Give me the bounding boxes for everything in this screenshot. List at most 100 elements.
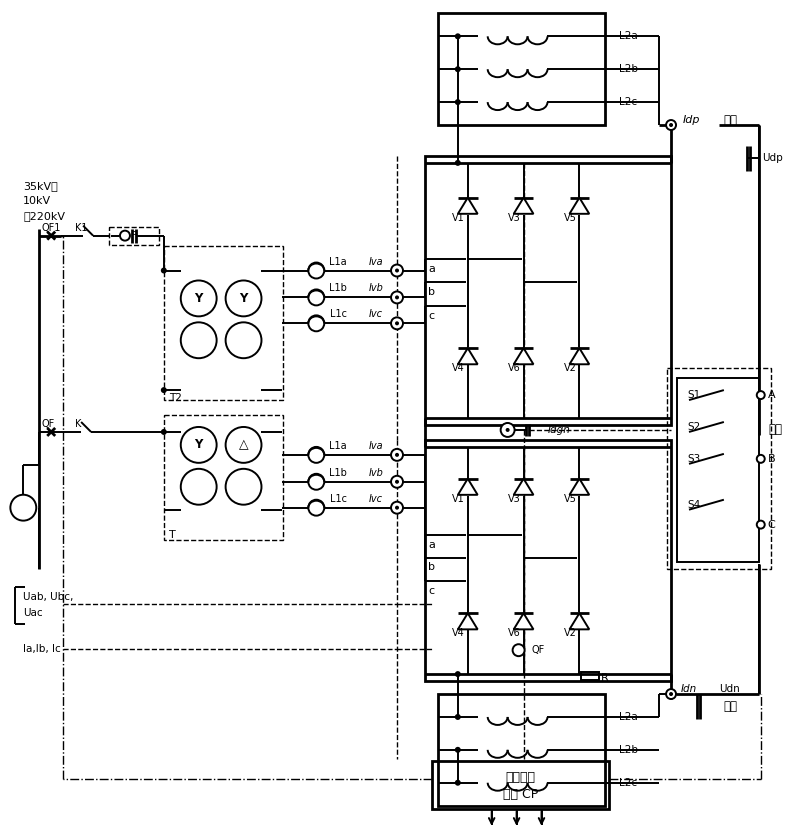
Circle shape — [455, 160, 461, 166]
Circle shape — [455, 671, 461, 677]
Text: L2c: L2c — [619, 778, 638, 788]
Circle shape — [308, 289, 324, 306]
Text: Udn: Udn — [719, 684, 740, 694]
Circle shape — [308, 262, 324, 278]
Text: L2b: L2b — [619, 64, 638, 74]
Text: L1b: L1b — [330, 283, 347, 293]
Polygon shape — [514, 348, 534, 364]
Text: T2: T2 — [169, 393, 182, 403]
Text: 10kV: 10kV — [23, 196, 51, 206]
Text: K1: K1 — [75, 222, 88, 232]
Circle shape — [308, 500, 324, 516]
Text: V3: V3 — [508, 212, 521, 222]
Circle shape — [391, 476, 403, 488]
Text: Ivc: Ivc — [369, 494, 383, 504]
Text: Udp: Udp — [762, 153, 782, 163]
Text: K: K — [75, 419, 82, 429]
Text: B: B — [768, 454, 775, 464]
Text: Ia,Ib, Ic: Ia,Ib, Ic — [23, 644, 61, 654]
Polygon shape — [570, 613, 590, 630]
Circle shape — [391, 265, 403, 277]
Text: L1c: L1c — [330, 494, 346, 504]
Text: 正极: 正极 — [724, 113, 738, 127]
Text: V6: V6 — [508, 363, 521, 373]
Text: V2: V2 — [563, 628, 576, 638]
Circle shape — [455, 780, 461, 786]
Text: Y: Y — [239, 292, 248, 305]
Text: L1a: L1a — [330, 257, 347, 267]
Circle shape — [226, 281, 262, 317]
Text: V1: V1 — [452, 494, 465, 504]
Text: Y: Y — [194, 292, 203, 305]
Text: 系统 CP: 系统 CP — [503, 788, 538, 801]
Text: b: b — [428, 287, 435, 297]
Circle shape — [308, 316, 324, 332]
Polygon shape — [570, 197, 590, 214]
Polygon shape — [458, 197, 478, 214]
Text: L2a: L2a — [619, 32, 638, 42]
Text: 或220kV: 或220kV — [23, 211, 66, 221]
Circle shape — [669, 123, 673, 127]
Bar — [109, 227, 159, 245]
Text: V4: V4 — [452, 363, 465, 373]
Text: L1a: L1a — [330, 441, 347, 451]
Circle shape — [181, 427, 217, 463]
Text: L2a: L2a — [619, 712, 638, 722]
Circle shape — [10, 495, 36, 521]
Text: R: R — [602, 673, 609, 683]
Text: b: b — [428, 562, 435, 572]
Text: T: T — [169, 530, 175, 540]
Polygon shape — [458, 479, 478, 495]
Circle shape — [391, 292, 403, 303]
Bar — [425, 440, 671, 681]
Circle shape — [161, 429, 167, 435]
Circle shape — [757, 455, 765, 463]
Circle shape — [308, 446, 324, 463]
Text: Ivc: Ivc — [369, 309, 383, 319]
Text: F: F — [131, 231, 137, 241]
Text: S2: S2 — [687, 422, 700, 432]
Bar — [667, 368, 770, 570]
Bar — [438, 694, 606, 806]
Text: Ivb: Ivb — [369, 468, 383, 478]
Bar — [438, 13, 606, 125]
Text: S3: S3 — [687, 454, 700, 464]
Bar — [164, 246, 283, 400]
Circle shape — [181, 469, 217, 505]
Circle shape — [391, 317, 403, 329]
Bar — [677, 378, 758, 562]
Circle shape — [395, 506, 399, 510]
Polygon shape — [570, 348, 590, 364]
Circle shape — [395, 322, 399, 326]
Circle shape — [226, 469, 262, 505]
Bar — [164, 415, 283, 540]
Circle shape — [391, 449, 403, 461]
Polygon shape — [458, 348, 478, 364]
Polygon shape — [514, 197, 534, 214]
Text: S1: S1 — [687, 390, 700, 400]
Circle shape — [161, 387, 167, 393]
Circle shape — [120, 231, 130, 241]
Circle shape — [455, 714, 461, 720]
Text: Uab, Ubc,: Uab, Ubc, — [23, 592, 74, 602]
Polygon shape — [570, 479, 590, 495]
Circle shape — [669, 692, 673, 696]
Text: 导线: 导线 — [769, 423, 782, 436]
Text: Iva: Iva — [369, 441, 383, 451]
Bar — [425, 156, 671, 425]
Text: L1c: L1c — [330, 309, 346, 319]
Circle shape — [513, 644, 525, 656]
Polygon shape — [514, 613, 534, 630]
Text: V3: V3 — [508, 494, 521, 504]
Text: 负极: 负极 — [724, 701, 738, 714]
Circle shape — [501, 423, 514, 437]
Circle shape — [391, 501, 403, 514]
Text: a: a — [429, 263, 435, 273]
Circle shape — [666, 689, 676, 699]
Text: Idn: Idn — [681, 684, 698, 694]
Text: Ivb: Ivb — [369, 283, 383, 293]
Text: Uac: Uac — [23, 608, 43, 618]
Circle shape — [226, 427, 262, 463]
Circle shape — [506, 428, 510, 432]
Text: L1b: L1b — [330, 468, 347, 478]
